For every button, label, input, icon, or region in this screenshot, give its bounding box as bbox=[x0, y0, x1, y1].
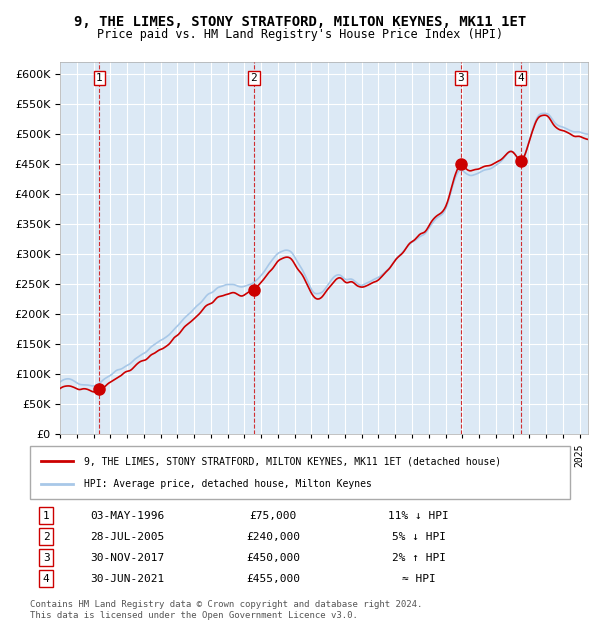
Text: 4: 4 bbox=[43, 574, 50, 583]
Text: Price paid vs. HM Land Registry's House Price Index (HPI): Price paid vs. HM Land Registry's House … bbox=[97, 28, 503, 41]
Text: 2: 2 bbox=[251, 73, 257, 83]
FancyBboxPatch shape bbox=[30, 446, 570, 499]
Text: 30-NOV-2017: 30-NOV-2017 bbox=[90, 552, 164, 562]
Text: 03-MAY-1996: 03-MAY-1996 bbox=[90, 511, 164, 521]
Text: 28-JUL-2005: 28-JUL-2005 bbox=[90, 532, 164, 542]
Text: £450,000: £450,000 bbox=[246, 552, 300, 562]
Text: 2% ↑ HPI: 2% ↑ HPI bbox=[392, 552, 446, 562]
Text: £75,000: £75,000 bbox=[250, 511, 296, 521]
Text: 1: 1 bbox=[43, 511, 50, 521]
Text: 4: 4 bbox=[517, 73, 524, 83]
Text: 3: 3 bbox=[43, 552, 50, 562]
Text: HPI: Average price, detached house, Milton Keynes: HPI: Average price, detached house, Milt… bbox=[84, 479, 372, 489]
Text: £240,000: £240,000 bbox=[246, 532, 300, 542]
Text: 5% ↓ HPI: 5% ↓ HPI bbox=[392, 532, 446, 542]
Text: 9, THE LIMES, STONY STRATFORD, MILTON KEYNES, MK11 1ET: 9, THE LIMES, STONY STRATFORD, MILTON KE… bbox=[74, 16, 526, 30]
Text: £455,000: £455,000 bbox=[246, 574, 300, 583]
Text: 3: 3 bbox=[458, 73, 464, 83]
Text: 30-JUN-2021: 30-JUN-2021 bbox=[90, 574, 164, 583]
Text: 9, THE LIMES, STONY STRATFORD, MILTON KEYNES, MK11 1ET (detached house): 9, THE LIMES, STONY STRATFORD, MILTON KE… bbox=[84, 456, 501, 466]
Text: This data is licensed under the Open Government Licence v3.0.: This data is licensed under the Open Gov… bbox=[30, 611, 358, 620]
Text: 2: 2 bbox=[43, 532, 50, 542]
Text: 1: 1 bbox=[96, 73, 103, 83]
Text: 11% ↓ HPI: 11% ↓ HPI bbox=[388, 511, 449, 521]
Text: Contains HM Land Registry data © Crown copyright and database right 2024.: Contains HM Land Registry data © Crown c… bbox=[30, 600, 422, 609]
Text: ≈ HPI: ≈ HPI bbox=[402, 574, 436, 583]
